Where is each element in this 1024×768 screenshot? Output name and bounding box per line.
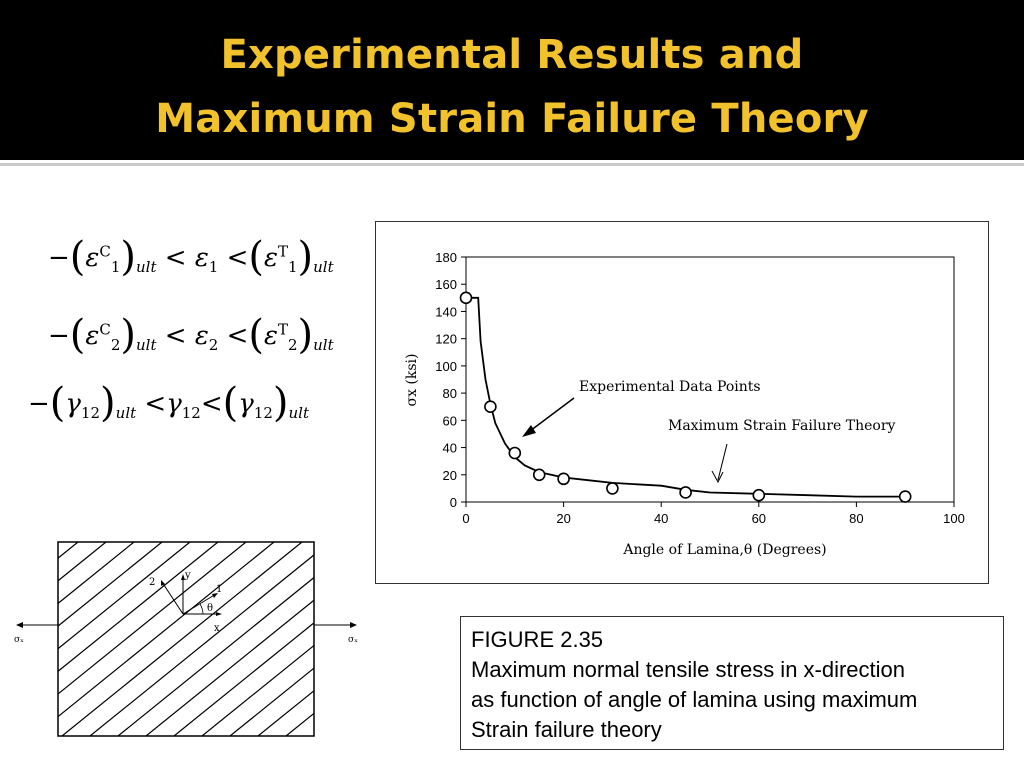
data-point bbox=[557, 472, 570, 486]
angle-label-theta: θ bbox=[207, 603, 213, 614]
y-axis-label: σx (ksi) bbox=[404, 354, 420, 407]
x-tick-label: 100 bbox=[943, 511, 965, 526]
data-point bbox=[484, 400, 497, 414]
caption-line-3: as function of angle of lamina using max… bbox=[471, 687, 918, 712]
fiber-line bbox=[229, 667, 314, 736]
fiber-hatching bbox=[58, 542, 314, 736]
fiber-line bbox=[285, 712, 314, 736]
fiber-line bbox=[58, 542, 275, 718]
fiber-line bbox=[58, 542, 135, 605]
equation-epsilon-1: −(εC1)ult < ε1 <(εT1)ult bbox=[48, 234, 334, 280]
load-arrow-right bbox=[314, 622, 357, 628]
y-tick-label: 120 bbox=[435, 332, 457, 347]
y-tick-label: 80 bbox=[443, 386, 457, 401]
x-tick-label: 40 bbox=[654, 511, 668, 526]
data-point bbox=[508, 446, 522, 460]
fiber-line bbox=[117, 576, 314, 736]
data-point bbox=[532, 468, 546, 482]
fiber-line bbox=[89, 554, 314, 736]
x-tick-label: 80 bbox=[849, 511, 863, 526]
fiber-line bbox=[58, 542, 191, 650]
fiber-line bbox=[173, 622, 314, 736]
sigma-left-label: σₓ bbox=[14, 635, 24, 645]
axis-label-x: x bbox=[214, 623, 220, 634]
data-point bbox=[752, 488, 766, 502]
load-arrow-left bbox=[16, 622, 58, 628]
theory-curve bbox=[466, 296, 906, 498]
fiber-line bbox=[58, 542, 107, 582]
axis-label-1: 1 bbox=[216, 584, 222, 595]
title-divider bbox=[0, 163, 1024, 166]
x-axis-label: Angle of Lamina,θ (Degrees) bbox=[622, 542, 826, 558]
coordinate-axes bbox=[161, 574, 222, 616]
fiber-line bbox=[145, 599, 314, 736]
data-point bbox=[679, 486, 692, 499]
y-tick-label: 60 bbox=[443, 413, 457, 428]
y-axis-ticks: 0 20 40 60 80 100 120 140 160 180 bbox=[435, 250, 466, 510]
strain-failure-chart: 0 20 40 60 80 100 0 20 40 60 80 100 120 140 160 180 An… bbox=[404, 250, 965, 558]
fiber-line bbox=[201, 644, 314, 736]
x-axis-ticks: 0 20 40 60 80 100 bbox=[462, 502, 965, 526]
chart-frame: 0 20 40 60 80 100 0 20 40 60 80 100 120 140 160 180 An… bbox=[375, 221, 989, 584]
lamina-diagram: σₓ σₓ y 2 1 θ x bbox=[14, 541, 358, 737]
caption-line-2: Maximum normal tensile stress in x-direc… bbox=[471, 657, 906, 682]
experimental-points bbox=[459, 291, 912, 503]
y-tick-label: 40 bbox=[443, 441, 457, 456]
y-tick-label: 180 bbox=[435, 250, 457, 265]
lamina-plate bbox=[57, 541, 315, 737]
arrow-experimental bbox=[522, 397, 575, 437]
fiber-line bbox=[58, 542, 247, 695]
caption-line-4: Strain failure theory bbox=[471, 717, 662, 742]
y-tick-label: 0 bbox=[450, 495, 457, 510]
x-tick-label: 20 bbox=[556, 511, 570, 526]
fiber-line bbox=[257, 689, 314, 736]
axis-label-2: 2 bbox=[149, 577, 155, 588]
fiber-line bbox=[58, 542, 163, 627]
data-point bbox=[606, 482, 619, 495]
y-tick-label: 160 bbox=[435, 277, 457, 292]
fiber-line bbox=[61, 542, 303, 736]
figure-caption: FIGURE 2.35 Maximum normal tensile stres… bbox=[460, 616, 1004, 750]
sigma-right-label: σₓ bbox=[348, 635, 358, 645]
axis-label-y: y bbox=[184, 570, 191, 581]
fiber-line bbox=[58, 542, 219, 673]
y-tick-label: 20 bbox=[443, 468, 457, 483]
fiber-line bbox=[313, 735, 314, 736]
annotation-experimental: Experimental Data Points bbox=[579, 379, 761, 395]
equation-gamma-12: −(γ12)ult <γ12<(γ12)ult bbox=[28, 380, 310, 426]
plot-area bbox=[465, 256, 955, 503]
slide-title-line-1: Experimental Results and bbox=[220, 32, 804, 78]
title-banner: Experimental Results and Maximum Strain … bbox=[0, 0, 1024, 160]
equation-epsilon-2: −(εC2)ult < ε2 <(εT2)ult bbox=[48, 312, 334, 358]
y-tick-label: 140 bbox=[435, 304, 457, 319]
x-tick-label: 0 bbox=[462, 511, 469, 526]
slide-title-line-2: Maximum Strain Failure Theory bbox=[155, 96, 869, 142]
data-point bbox=[898, 490, 912, 503]
arrow-theory bbox=[711, 443, 728, 484]
caption-line-1: FIGURE 2.35 bbox=[471, 627, 604, 652]
fiber-line bbox=[58, 542, 79, 559]
data-point bbox=[459, 291, 473, 305]
annotation-theory: Maximum Strain Failure Theory bbox=[668, 418, 896, 434]
x-tick-label: 60 bbox=[752, 511, 766, 526]
y-tick-label: 100 bbox=[435, 359, 457, 374]
